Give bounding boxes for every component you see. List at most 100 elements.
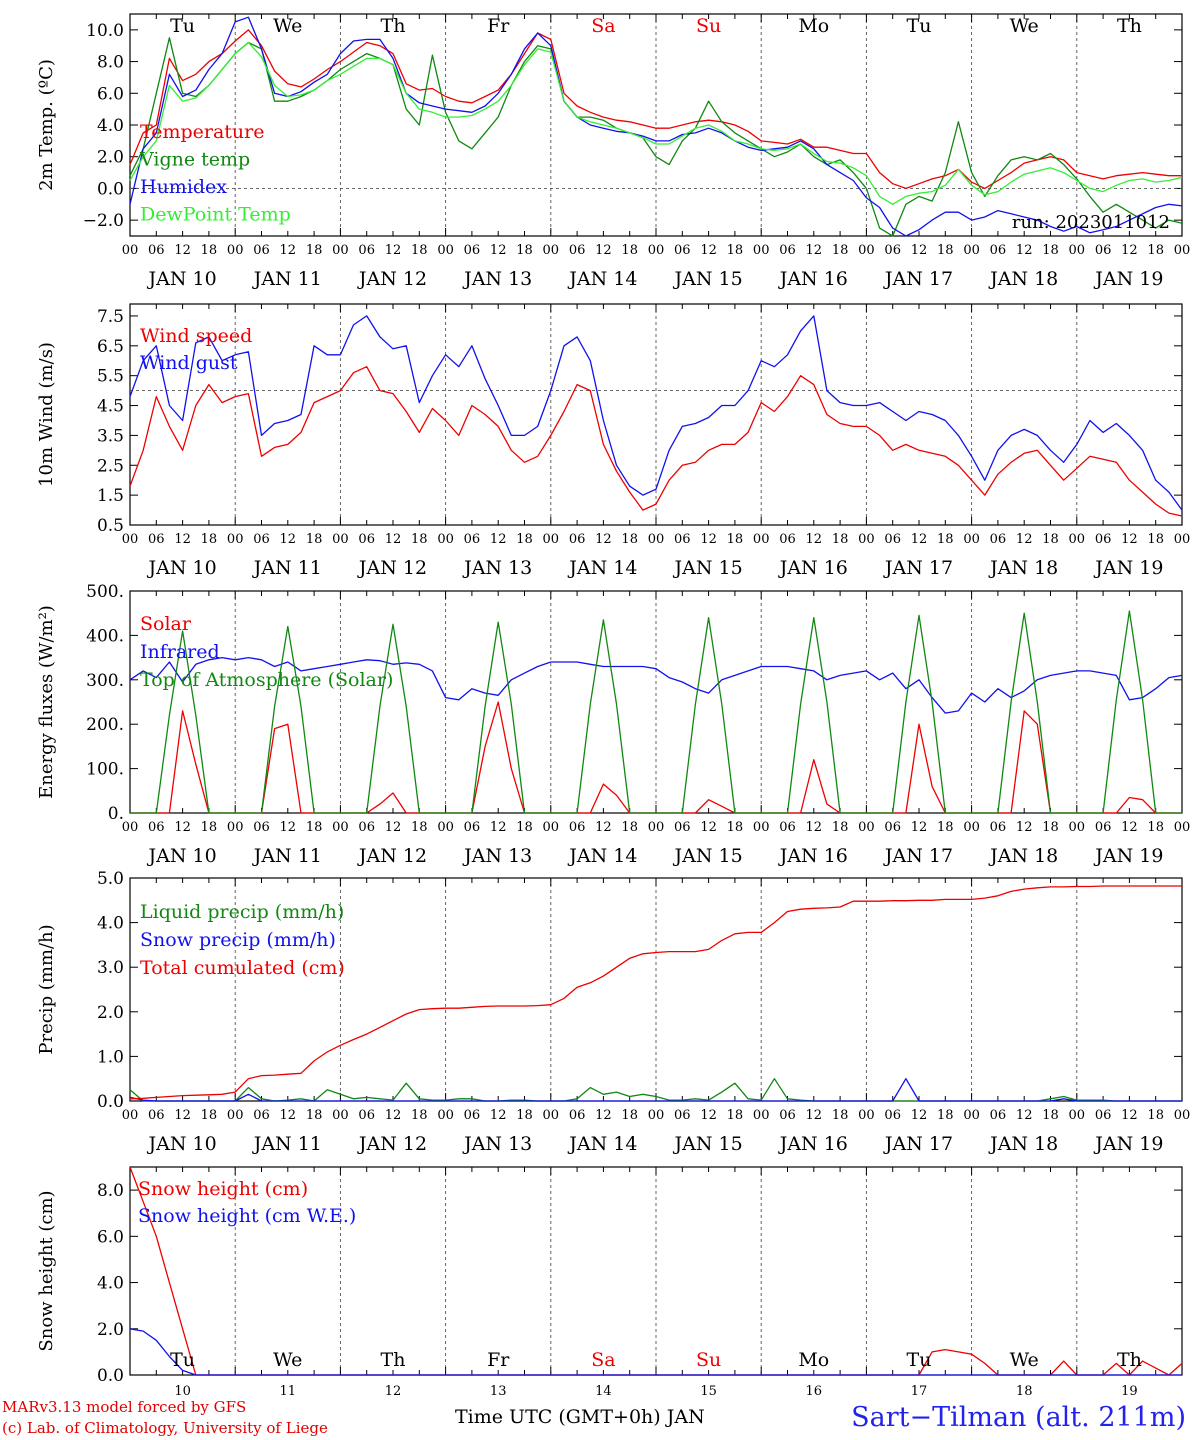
- hour-tick-label: 06: [148, 1108, 165, 1123]
- date-label: JAN 18: [988, 1133, 1058, 1155]
- legend-entry: Snow height (cm): [138, 1178, 308, 1200]
- y-axis-label: Precip (mm/h): [36, 924, 57, 1054]
- legend-entry: Infrared: [140, 641, 220, 663]
- day-number-label: 15: [700, 1384, 717, 1399]
- weekday-label: We: [1010, 1349, 1039, 1371]
- legend-entry: Snow height (cm W.E.): [138, 1205, 356, 1227]
- hour-tick-label: 06: [1095, 243, 1112, 258]
- hour-tick-label: 12: [806, 820, 823, 835]
- date-label: JAN 11: [252, 1133, 322, 1155]
- y-tick-label: 5.5: [97, 367, 124, 387]
- hour-tick-label: 18: [937, 243, 954, 258]
- hour-tick-label: 18: [832, 243, 849, 258]
- hour-tick-label: 06: [569, 820, 586, 835]
- date-label: JAN 16: [778, 1133, 848, 1155]
- hour-tick-label: 12: [911, 532, 928, 547]
- weekday-label: Sa: [591, 15, 615, 37]
- weekday-label: Su: [696, 1349, 721, 1371]
- hour-tick-label: 00: [543, 1108, 560, 1123]
- date-label: JAN 18: [988, 268, 1058, 290]
- run-annotation: run: 2023011012: [1012, 212, 1170, 233]
- hour-tick-label: 06: [464, 820, 481, 835]
- hour-tick-label: 12: [490, 1108, 507, 1123]
- hour-tick-label: 06: [884, 1108, 901, 1123]
- day-number-label: 10: [174, 1384, 191, 1399]
- date-label: JAN 16: [778, 557, 848, 579]
- hour-tick-label: 12: [806, 1108, 823, 1123]
- y-tick-label: 7.5: [97, 307, 124, 327]
- hour-tick-label: 12: [174, 1108, 191, 1123]
- date-label: JAN 10: [147, 1133, 217, 1155]
- hour-tick-label: 00: [437, 820, 454, 835]
- hour-tick-label: 00: [543, 820, 560, 835]
- hour-tick-label: 00: [1069, 532, 1086, 547]
- date-label: JAN 11: [252, 268, 322, 290]
- hour-tick-label: 12: [174, 243, 191, 258]
- weekday-label: Mo: [798, 1349, 829, 1371]
- legend-entry: Total cumulated (cm): [140, 957, 345, 979]
- hour-tick-label: 18: [727, 532, 744, 547]
- hour-tick-label: 18: [937, 532, 954, 547]
- weekday-label: Tu: [170, 1349, 195, 1371]
- hour-tick-label: 12: [1016, 532, 1033, 547]
- date-label: JAN 17: [883, 845, 953, 867]
- y-axis-label: Energy fluxes (W/m²): [36, 605, 57, 799]
- hour-tick-label: 18: [411, 820, 428, 835]
- day-number-label: 18: [1016, 1384, 1033, 1399]
- y-tick-label: 0.0: [97, 1092, 124, 1112]
- weekday-label: Tu: [170, 15, 195, 37]
- series-line-infrared: [129, 656, 1183, 714]
- y-tick-label: 4.0: [97, 116, 124, 136]
- series-line-humidex: [129, 16, 1183, 237]
- date-label: JAN 14: [567, 268, 637, 290]
- hour-tick-label: 00: [858, 820, 875, 835]
- weekday-label: Th: [1117, 1349, 1142, 1371]
- hour-tick-label: 00: [963, 1108, 980, 1123]
- date-label: JAN 12: [357, 268, 427, 290]
- hour-tick-label: 12: [490, 243, 507, 258]
- hour-tick-label: 18: [306, 820, 323, 835]
- date-label: JAN 15: [673, 845, 743, 867]
- date-label: JAN 16: [778, 268, 848, 290]
- hour-tick-label: 00: [858, 243, 875, 258]
- hour-tick-label: 18: [201, 532, 218, 547]
- date-label: JAN 12: [357, 557, 427, 579]
- hour-tick-label: 18: [411, 1108, 428, 1123]
- hour-tick-label: 18: [306, 243, 323, 258]
- date-label: JAN 10: [147, 845, 217, 867]
- weekday-label: We: [1010, 15, 1039, 37]
- day-number-label: 13: [490, 1384, 507, 1399]
- series-line-snow-precip-mm-h-: [129, 1078, 1182, 1102]
- hour-tick-label: 00: [858, 532, 875, 547]
- hour-tick-label: 00: [1174, 820, 1191, 835]
- hour-tick-label: 12: [911, 1108, 928, 1123]
- hour-tick-label: 12: [806, 532, 823, 547]
- hour-tick-label: 12: [595, 532, 612, 547]
- date-label: JAN 19: [1093, 557, 1163, 579]
- hour-tick-label: 00: [227, 243, 244, 258]
- y-tick-label: 400.: [86, 626, 124, 646]
- y-tick-label: 2.5: [97, 456, 124, 476]
- hour-tick-label: 12: [280, 532, 297, 547]
- y-tick-label: 100.: [86, 760, 124, 780]
- y-tick-label: 6.0: [97, 84, 124, 104]
- time-axis-label: Time UTC (GMT+0h) JAN: [455, 1406, 705, 1428]
- hour-tick-label: 18: [937, 820, 954, 835]
- legend-entry: Vigne temp: [139, 149, 250, 171]
- hour-tick-label: 12: [595, 820, 612, 835]
- y-tick-label: 6.5: [97, 337, 124, 357]
- legend-entry: Temperature: [140, 121, 264, 143]
- hour-tick-label: 18: [306, 1108, 323, 1123]
- hour-tick-label: 00: [332, 532, 349, 547]
- y-tick-label: 1.5: [97, 486, 124, 506]
- hour-tick-label: 18: [1147, 1108, 1164, 1123]
- hour-tick-label: 00: [227, 820, 244, 835]
- hour-tick-label: 18: [1042, 532, 1059, 547]
- hour-tick-label: 18: [201, 243, 218, 258]
- hour-tick-label: 00: [753, 1108, 770, 1123]
- station-name: Sart−Tilman (alt. 211m): [851, 1402, 1186, 1433]
- hour-tick-label: 12: [700, 532, 717, 547]
- hour-tick-label: 18: [306, 532, 323, 547]
- y-axis-label: Snow height (cm): [36, 1190, 57, 1351]
